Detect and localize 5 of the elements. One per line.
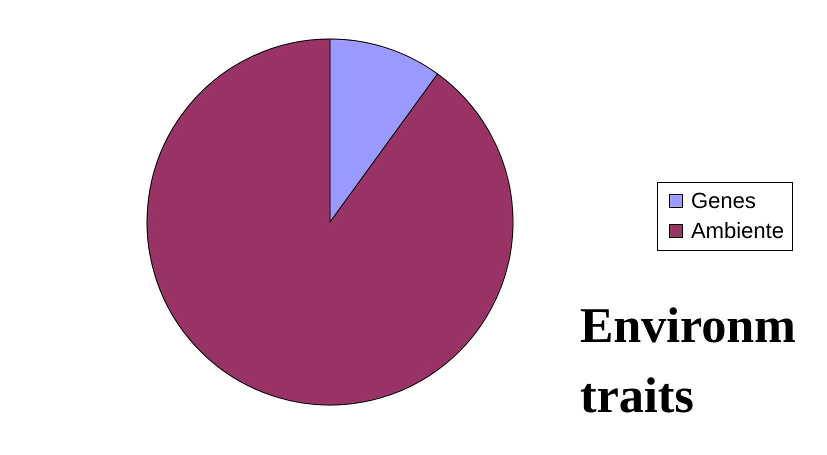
legend-label: Genes <box>691 188 756 213</box>
text: Environm <box>580 296 796 355</box>
text: traits <box>580 366 695 425</box>
legend-label: Ambiente <box>691 218 784 243</box>
pie-slice <box>146 38 514 406</box>
